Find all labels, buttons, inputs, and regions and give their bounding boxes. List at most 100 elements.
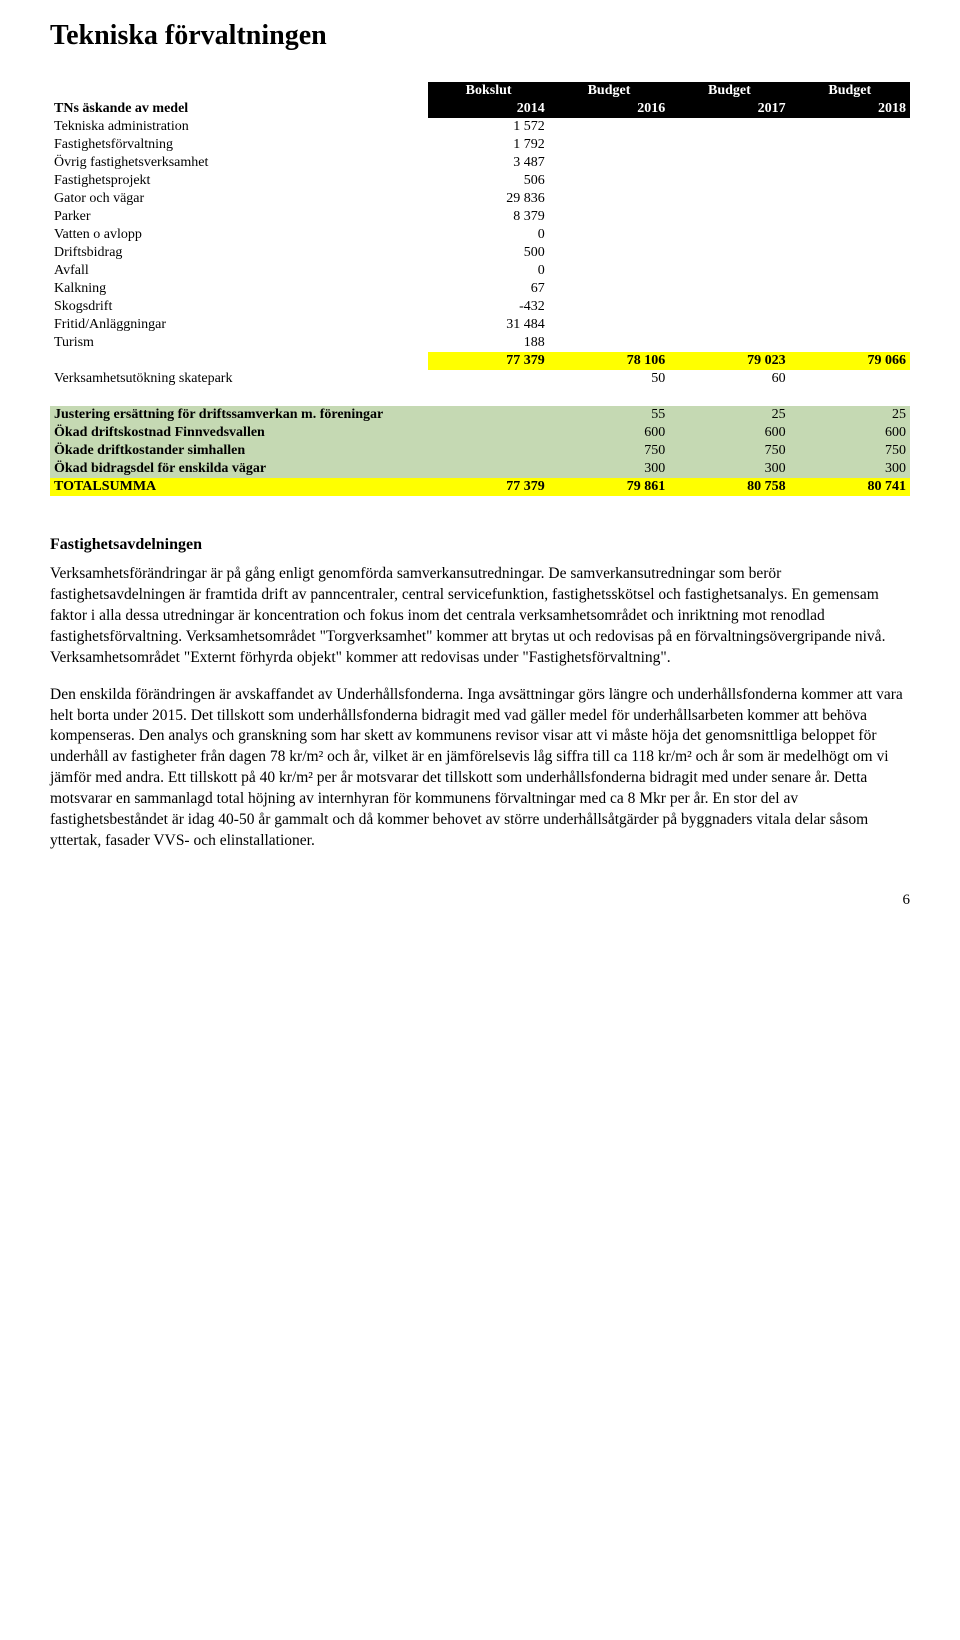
- col-budget-2016: Budget: [549, 82, 669, 100]
- table-row: Fritid/Anläggningar31 484: [50, 316, 910, 334]
- row-value: 506: [428, 172, 548, 190]
- row-value: [790, 244, 910, 262]
- row-value: [428, 406, 548, 424]
- row-value: [428, 442, 548, 460]
- row-label: Gator och vägar: [50, 190, 428, 208]
- paragraph-1: Verksamhetsförändringar är på gång enlig…: [50, 564, 910, 669]
- table-row: Fastighetsförvaltning1 792: [50, 136, 910, 154]
- page-number: 6: [50, 892, 910, 909]
- row-label: Övrig fastighetsverksamhet: [50, 154, 428, 172]
- row-value: [549, 334, 669, 352]
- row-value: [669, 190, 789, 208]
- table-header-top: Bokslut Budget Budget Budget: [50, 82, 910, 100]
- row-value: [790, 298, 910, 316]
- row-value: 750: [790, 442, 910, 460]
- row-value: [790, 118, 910, 136]
- row-value: [790, 190, 910, 208]
- row-value: 55: [549, 406, 669, 424]
- row-label: Tekniska administration: [50, 118, 428, 136]
- row-label: Ökade driftkostander simhallen: [50, 442, 428, 460]
- row-value: 25: [669, 406, 789, 424]
- row-value: [790, 208, 910, 226]
- row-value: 600: [790, 424, 910, 442]
- row-value: [549, 280, 669, 298]
- row-value: 0: [428, 226, 548, 244]
- header-label: TNs äskande av medel: [50, 100, 428, 118]
- adjustment-row: Ökade driftkostander simhallen750750750: [50, 442, 910, 460]
- table-row: Gator och vägar29 836: [50, 190, 910, 208]
- row-value: 750: [669, 442, 789, 460]
- row-value: [549, 172, 669, 190]
- row-value: [549, 298, 669, 316]
- row-value: 188: [428, 334, 548, 352]
- table-row: Avfall0: [50, 262, 910, 280]
- row-value: [790, 172, 910, 190]
- row-value: [790, 334, 910, 352]
- budget-table: Bokslut Budget Budget Budget TNs äskande…: [50, 82, 910, 496]
- table-row: Övrig fastighetsverksamhet3 487: [50, 154, 910, 172]
- row-label: Fritid/Anläggningar: [50, 316, 428, 334]
- row-label: Fastighetsprojekt: [50, 172, 428, 190]
- row-value: [669, 298, 789, 316]
- row-value: [669, 172, 789, 190]
- row-value: 600: [669, 424, 789, 442]
- row-value: [549, 154, 669, 172]
- row-label: Skogsdrift: [50, 298, 428, 316]
- row-value: 300: [549, 460, 669, 478]
- row-value: [790, 136, 910, 154]
- row-value: [669, 154, 789, 172]
- row-value: [790, 316, 910, 334]
- table-header-years: TNs äskande av medel 2014 2016 2017 2018: [50, 100, 910, 118]
- subtotal-row: 77 379 78 106 79 023 79 066: [50, 352, 910, 370]
- row-value: [669, 118, 789, 136]
- row-label: Avfall: [50, 262, 428, 280]
- table-row: Tekniska administration1 572: [50, 118, 910, 136]
- row-value: [669, 226, 789, 244]
- row-value: [669, 334, 789, 352]
- row-value: 25: [790, 406, 910, 424]
- section-title: Fastighetsavdelningen: [50, 536, 910, 554]
- row-value: [549, 244, 669, 262]
- row-value: 500: [428, 244, 548, 262]
- row-value: [549, 136, 669, 154]
- row-value: [790, 226, 910, 244]
- adjustment-row: Ökad bidragsdel för enskilda vägar300300…: [50, 460, 910, 478]
- row-value: 1 792: [428, 136, 548, 154]
- total-row: TOTALSUMMA 77 379 79 861 80 758 80 741: [50, 478, 910, 496]
- row-value: 0: [428, 262, 548, 280]
- row-label: Justering ersättning för driftssamverkan…: [50, 406, 428, 424]
- row-value: [669, 316, 789, 334]
- row-value: [790, 262, 910, 280]
- row-value: 8 379: [428, 208, 548, 226]
- row-label: Kalkning: [50, 280, 428, 298]
- row-value: [669, 244, 789, 262]
- row-label: Ökad driftskostnad Finnvedsvallen: [50, 424, 428, 442]
- row-value: [428, 424, 548, 442]
- row-value: [549, 262, 669, 280]
- row-value: [428, 460, 548, 478]
- row-value: [549, 190, 669, 208]
- row-label: Ökad bidragsdel för enskilda vägar: [50, 460, 428, 478]
- row-value: 300: [669, 460, 789, 478]
- row-value: [669, 262, 789, 280]
- table-row: Skogsdrift-432: [50, 298, 910, 316]
- adjustment-row: Justering ersättning för driftssamverkan…: [50, 406, 910, 424]
- row-label: Vatten o avlopp: [50, 226, 428, 244]
- row-value: [790, 154, 910, 172]
- table-row: Vatten o avlopp0: [50, 226, 910, 244]
- table-row: Fastighetsprojekt506: [50, 172, 910, 190]
- row-value: [549, 118, 669, 136]
- row-value: 300: [790, 460, 910, 478]
- spacer-row: [50, 388, 910, 406]
- row-label: Fastighetsförvaltning: [50, 136, 428, 154]
- row-value: -432: [428, 298, 548, 316]
- row-value: [790, 280, 910, 298]
- skatepark-row: Verksamhetsutökning skatepark 50 60: [50, 370, 910, 388]
- table-row: Driftsbidrag500: [50, 244, 910, 262]
- row-value: [669, 280, 789, 298]
- table-row: Parker8 379: [50, 208, 910, 226]
- row-value: [669, 136, 789, 154]
- row-value: 600: [549, 424, 669, 442]
- paragraph-2: Den enskilda förändringen är avskaffande…: [50, 685, 910, 852]
- row-label: Driftsbidrag: [50, 244, 428, 262]
